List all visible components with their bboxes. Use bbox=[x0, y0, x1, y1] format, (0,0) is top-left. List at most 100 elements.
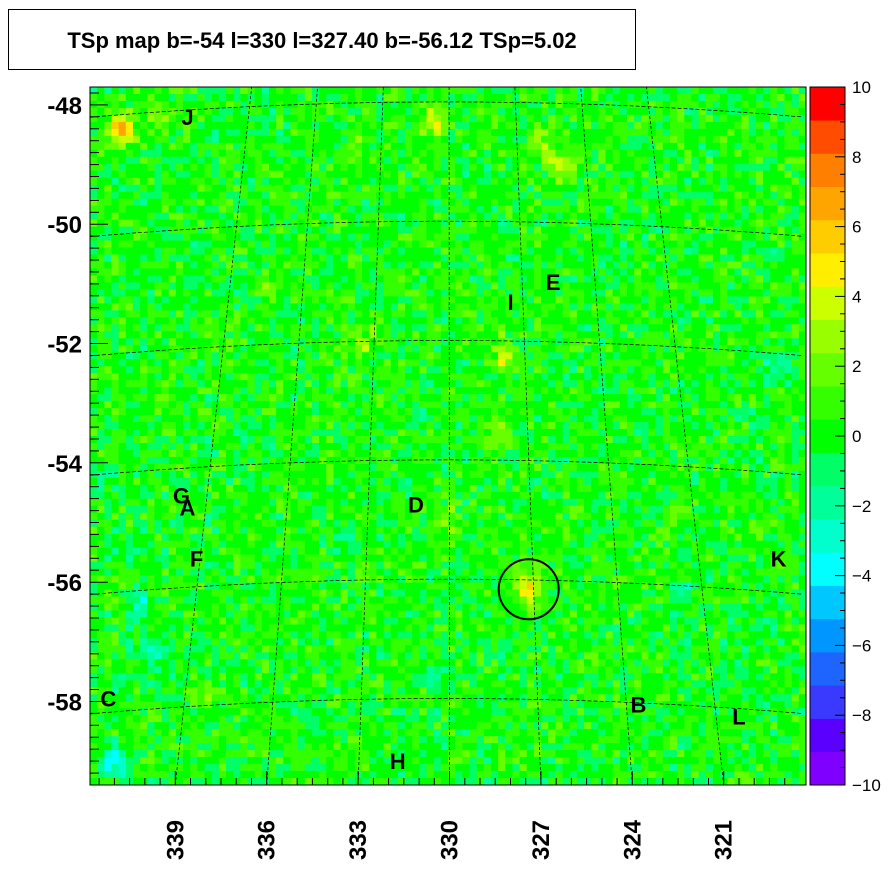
heatmap-cell bbox=[376, 100, 384, 109]
heatmap-cell bbox=[605, 289, 614, 297]
heatmap-cell bbox=[283, 100, 291, 109]
heatmap-cell bbox=[197, 191, 205, 200]
heatmap-cell bbox=[562, 373, 571, 381]
heatmap-cell bbox=[397, 373, 406, 381]
heatmap-cell bbox=[204, 128, 213, 137]
heatmap-cell bbox=[605, 233, 614, 241]
heatmap-cell bbox=[705, 233, 714, 241]
heatmap-cell bbox=[691, 338, 699, 346]
heatmap-cell bbox=[677, 212, 685, 221]
heatmap-cell bbox=[519, 163, 528, 172]
heatmap-cell bbox=[698, 114, 707, 123]
heatmap-cell bbox=[190, 163, 198, 172]
heatmap-cell bbox=[283, 366, 291, 374]
heatmap-cell bbox=[698, 394, 707, 402]
heatmap-cell bbox=[698, 240, 707, 248]
heatmap-cell bbox=[720, 142, 728, 151]
heatmap-cell bbox=[555, 121, 563, 130]
heatmap-cell bbox=[390, 296, 399, 304]
heatmap-cell bbox=[483, 422, 492, 430]
heatmap-cell bbox=[591, 247, 599, 255]
heatmap-cell bbox=[433, 156, 442, 165]
heatmap-cell bbox=[90, 408, 98, 416]
heatmap-cell bbox=[619, 310, 628, 318]
heatmap-cell bbox=[691, 163, 699, 172]
heatmap-cell bbox=[383, 87, 392, 95]
heatmap-cell bbox=[261, 366, 270, 374]
heatmap-cell bbox=[440, 93, 449, 102]
heatmap-cell bbox=[562, 212, 571, 221]
heatmap-cell bbox=[90, 345, 98, 353]
heatmap-cell bbox=[569, 268, 578, 276]
heatmap-cell bbox=[569, 135, 578, 144]
heatmap-cell bbox=[347, 359, 356, 367]
heatmap-cell bbox=[505, 205, 513, 214]
heatmap-cell bbox=[233, 93, 241, 102]
heatmap-cell bbox=[770, 296, 778, 304]
heatmap-cell bbox=[462, 331, 470, 339]
heatmap-cell bbox=[283, 149, 291, 158]
heatmap-cell bbox=[641, 429, 649, 437]
heatmap-cell bbox=[254, 366, 263, 374]
heatmap-cell bbox=[498, 226, 506, 234]
heatmap-cell bbox=[498, 296, 506, 304]
heatmap-cell bbox=[326, 149, 334, 158]
heatmap-cell bbox=[798, 373, 807, 381]
heatmap-cell bbox=[161, 219, 170, 227]
heatmap-cell bbox=[748, 324, 757, 332]
heatmap-cell bbox=[276, 142, 284, 151]
heatmap-cell bbox=[347, 247, 356, 255]
heatmap-cell bbox=[147, 282, 155, 290]
heatmap-cell bbox=[476, 87, 485, 95]
heatmap-cell bbox=[175, 352, 184, 360]
heatmap-cell bbox=[720, 352, 728, 360]
heatmap-cell bbox=[505, 156, 513, 165]
heatmap-cell bbox=[576, 324, 585, 332]
heatmap-cell bbox=[283, 261, 291, 269]
heatmap-cell bbox=[555, 233, 563, 241]
heatmap-cell bbox=[720, 401, 728, 409]
heatmap-cell bbox=[562, 247, 571, 255]
heatmap-cell bbox=[347, 415, 356, 423]
heatmap-cell bbox=[469, 254, 478, 262]
heatmap-cell bbox=[605, 156, 614, 165]
heatmap-cell bbox=[426, 422, 435, 430]
heatmap-cell bbox=[505, 107, 513, 116]
heatmap-cell bbox=[448, 184, 456, 193]
heatmap-cell bbox=[712, 289, 721, 297]
heatmap-cell bbox=[132, 163, 141, 172]
heatmap-cell bbox=[347, 149, 356, 158]
heatmap-cell bbox=[548, 149, 556, 158]
heatmap-cell bbox=[347, 268, 356, 276]
heatmap-cell bbox=[705, 408, 714, 416]
heatmap-cell bbox=[183, 261, 191, 269]
heatmap-cell bbox=[419, 324, 427, 332]
heatmap-cell bbox=[147, 254, 155, 262]
heatmap-cell bbox=[204, 408, 213, 416]
heatmap-cell bbox=[168, 408, 177, 416]
heatmap-cell bbox=[741, 401, 750, 409]
heatmap-cell bbox=[576, 422, 585, 430]
heatmap-cell bbox=[505, 212, 513, 221]
heatmap-cell bbox=[448, 100, 456, 109]
heatmap-cell bbox=[333, 219, 341, 227]
heatmap-cell bbox=[254, 254, 263, 262]
heatmap-cell bbox=[362, 331, 370, 339]
heatmap-cell bbox=[641, 415, 649, 423]
heatmap-cell bbox=[634, 184, 642, 193]
heatmap-cell bbox=[669, 87, 678, 95]
heatmap-cell bbox=[111, 408, 120, 416]
heatmap-cell bbox=[669, 177, 678, 186]
heatmap-cell bbox=[734, 198, 742, 207]
heatmap-cell bbox=[190, 338, 198, 346]
heatmap-cell bbox=[175, 303, 184, 311]
heatmap-cell bbox=[505, 247, 513, 255]
heatmap-cell bbox=[691, 198, 699, 207]
heatmap-cell bbox=[727, 317, 735, 325]
heatmap-cell bbox=[662, 233, 671, 241]
heatmap-cell bbox=[705, 149, 714, 158]
heatmap-cell bbox=[712, 282, 721, 290]
heatmap-cell bbox=[175, 415, 184, 423]
heatmap-cell bbox=[269, 191, 277, 200]
heatmap-cell bbox=[619, 198, 628, 207]
